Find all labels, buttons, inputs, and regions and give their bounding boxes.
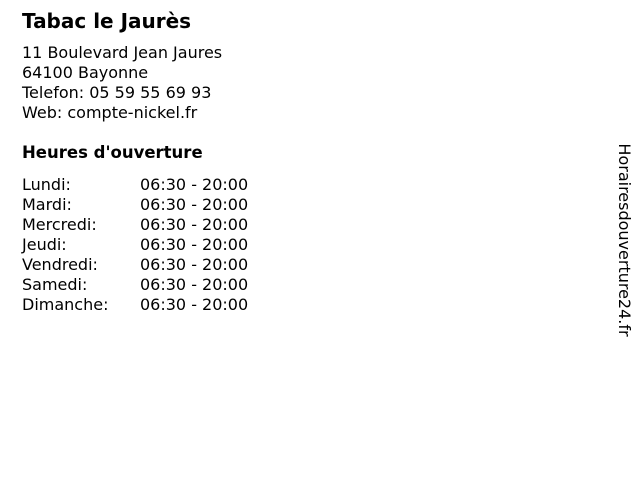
opening-hours-heading: Heures d'ouverture: [22, 143, 203, 162]
day-time: 06:30 - 20:00: [140, 235, 249, 254]
opening-hours-table: Lundi: 06:30 - 20:00 Mardi: 06:30 - 20:0…: [22, 175, 248, 315]
day-time: 06:30 - 20:00: [140, 215, 249, 234]
address-street: 11 Boulevard Jean Jaures: [22, 43, 223, 62]
day-label: Lundi:: [22, 175, 71, 194]
day-label: Jeudi:: [22, 235, 67, 254]
day-label: Vendredi:: [22, 255, 98, 274]
business-name: Tabac le Jaurès: [22, 9, 192, 33]
day-label: Dimanche:: [22, 295, 109, 314]
day-time: 06:30 - 20:00: [140, 175, 249, 194]
day-label: Samedi:: [22, 275, 88, 294]
day-label: Mardi:: [22, 195, 72, 214]
phone-line: Telefon: 05 59 55 69 93: [22, 83, 212, 102]
watermark-site-name: Horairesdouverture24.fr: [615, 143, 634, 337]
address-city: 64100 Bayonne: [22, 63, 149, 82]
hours-row-wednesday: Mercredi: 06:30 - 20:00: [22, 215, 248, 235]
website-line: Web: compte-nickel.fr: [22, 103, 198, 122]
hours-row-friday: Vendredi: 06:30 - 20:00: [22, 255, 248, 275]
business-details: 11 Boulevard Jean Jaures 64100 Bayonne T…: [22, 43, 222, 123]
day-time: 06:30 - 20:00: [140, 255, 249, 274]
hours-row-monday: Lundi: 06:30 - 20:00: [22, 175, 248, 195]
day-label: Mercredi:: [22, 215, 97, 234]
day-time: 06:30 - 20:00: [140, 275, 249, 294]
hours-row-sunday: Dimanche: 06:30 - 20:00: [22, 295, 248, 315]
hours-row-thursday: Jeudi: 06:30 - 20:00: [22, 235, 248, 255]
hours-row-saturday: Samedi: 06:30 - 20:00: [22, 275, 248, 295]
day-time: 06:30 - 20:00: [140, 295, 249, 314]
day-time: 06:30 - 20:00: [140, 195, 249, 214]
hours-row-tuesday: Mardi: 06:30 - 20:00: [22, 195, 248, 215]
